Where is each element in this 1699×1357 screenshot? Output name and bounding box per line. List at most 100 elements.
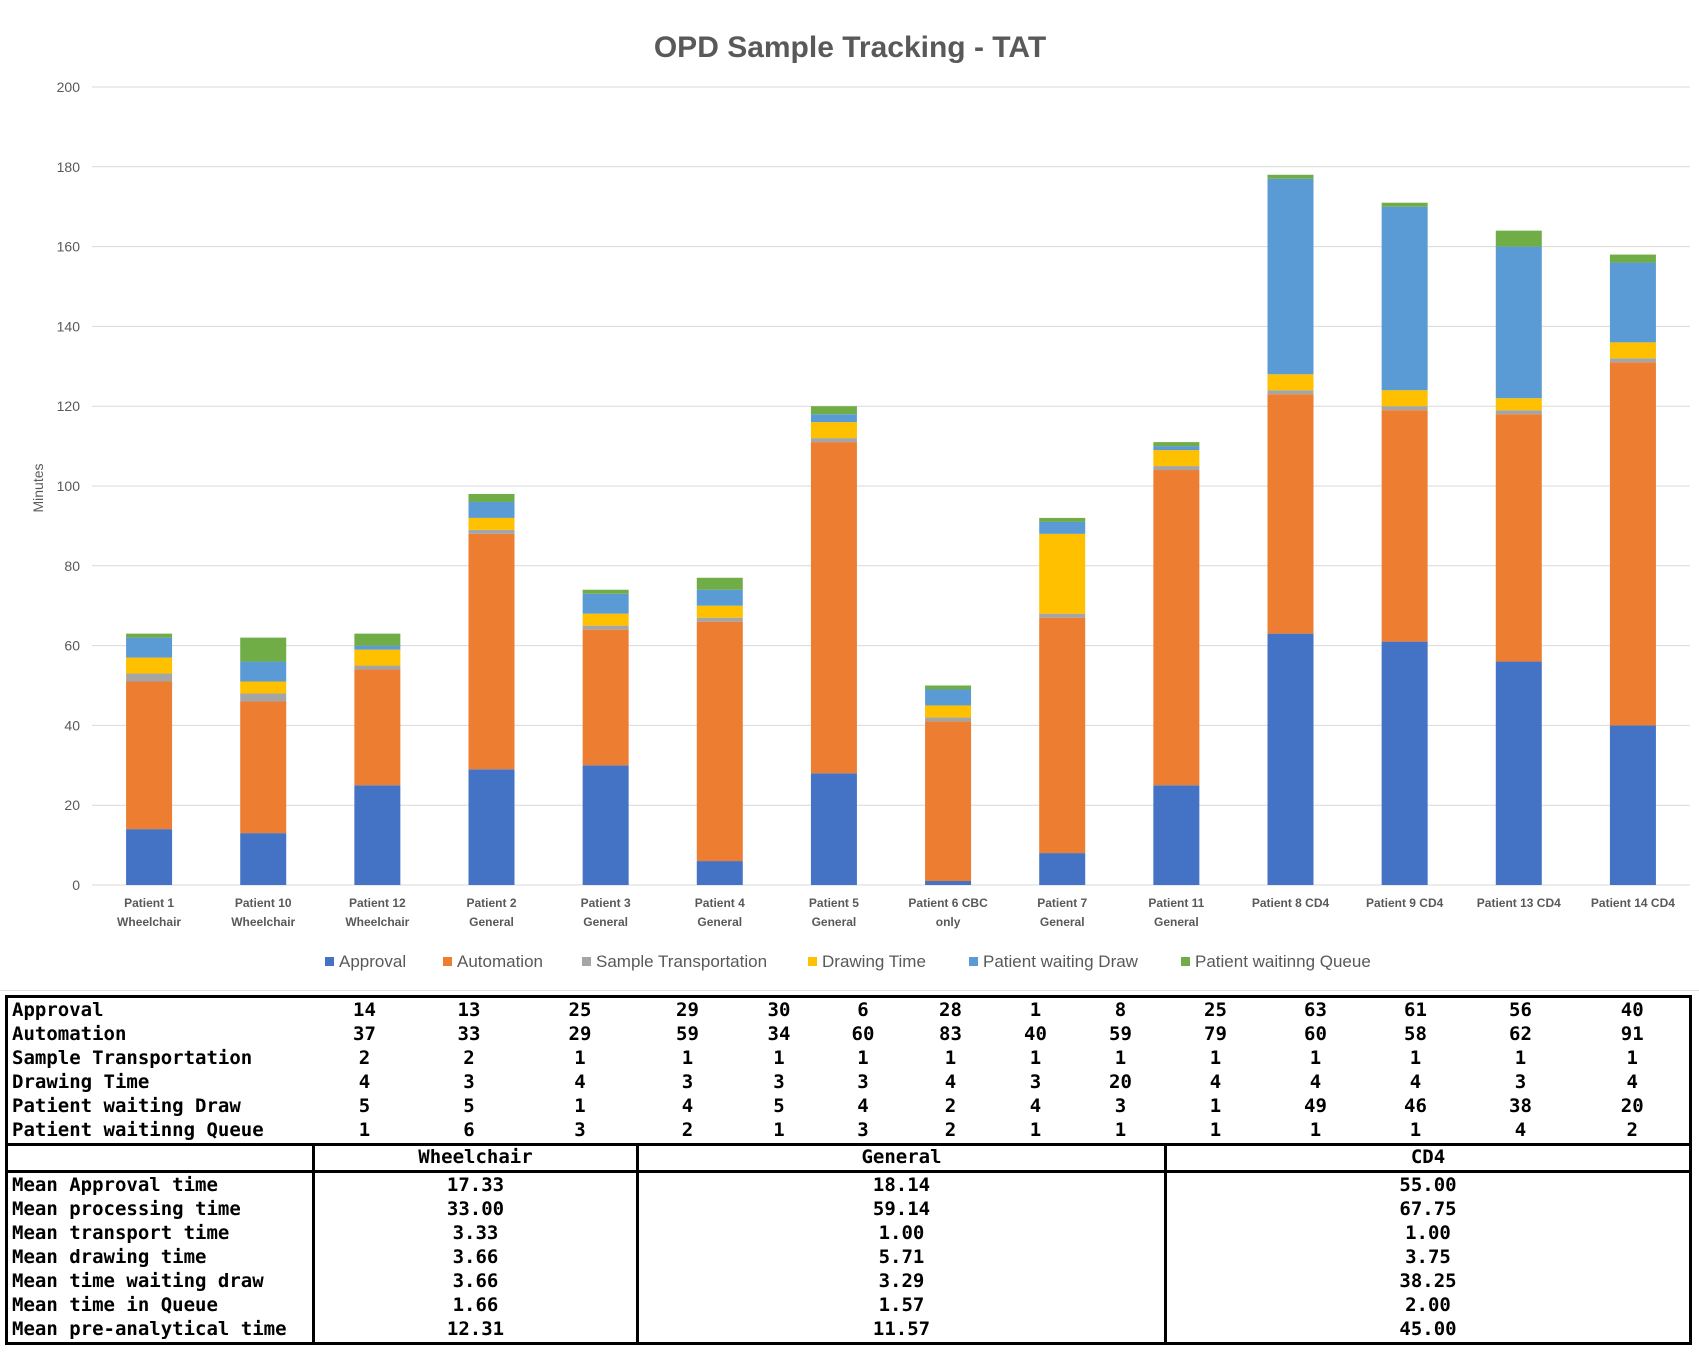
bar-segment — [582, 613, 629, 626]
group-header-empty — [6, 1142, 314, 1172]
table-row: Patient waitinng Queue 1 6 3 2 1 3 2 1 1 1 1 1 4 2 — [7, 1119, 1691, 1145]
bar-segment — [582, 629, 629, 766]
bar-segment — [1039, 517, 1086, 522]
table-row: Patient waiting Draw 5 5 1 4 5 4 2 4 3 1 49 46 38 20 — [7, 1095, 1691, 1119]
table-cell: 38 — [1509, 1095, 1532, 1118]
table-cell: 4 — [857, 1095, 869, 1118]
x-category-label: Patient 6 CBC — [908, 896, 988, 910]
x-category-label: Patient 3 — [581, 896, 631, 910]
gridlines — [92, 86, 1690, 886]
table-cell: 2 — [463, 1046, 475, 1069]
table-row: Automation 37 33 29 59 34 60 83 40 59 79 60 58 62 91 — [7, 1022, 1691, 1046]
group-header: CD4 — [1164, 1142, 1691, 1172]
table-cell: 4 — [1514, 1119, 1527, 1142]
table-cell: 2 — [358, 1046, 371, 1069]
legend-swatch — [443, 957, 452, 966]
group-header-row: Wheelchair General CD4 — [6, 1142, 1691, 1172]
y-tick-label: 20 — [64, 797, 80, 813]
x-category-label: Patient 2 — [466, 896, 516, 910]
bar-segment — [240, 661, 287, 682]
table-cell: 37 — [353, 1022, 376, 1045]
bar-segment — [1267, 174, 1314, 179]
y-tick-label: 100 — [57, 478, 81, 494]
x-category-label: Patient 4 — [695, 896, 745, 910]
table-cell: 60 — [1304, 1022, 1327, 1045]
bar-segment — [468, 517, 515, 530]
legend-item: Automation — [443, 952, 543, 971]
bars — [126, 174, 1656, 885]
table-cell: 62 — [1509, 1022, 1532, 1045]
bar-segment — [1609, 362, 1656, 726]
x-category-label: only — [936, 915, 961, 929]
x-category-label: General — [1040, 915, 1085, 929]
bar-segment — [810, 773, 857, 885]
bar-segment — [696, 621, 743, 862]
bar-segment — [354, 633, 401, 646]
summary-label: Mean pre-analytical time — [12, 1318, 287, 1341]
bar-segment — [1153, 442, 1200, 447]
table-cell: 30 — [767, 998, 791, 1021]
y-tick-label: 120 — [57, 398, 81, 414]
table-cell: 8 — [1114, 998, 1127, 1021]
table-cell: 60 — [851, 1022, 875, 1045]
x-category-label: Wheelchair — [231, 915, 295, 929]
bar-segment — [354, 665, 401, 670]
table-cell: 1 — [773, 1046, 785, 1069]
table-row: Approval 14 13 25 29 30 6 28 1 8 25 63 61 56 40 — [7, 997, 1691, 1023]
bar-segment — [1267, 374, 1314, 391]
bar-segment — [240, 833, 287, 885]
table-cell: 4 — [1309, 1070, 1322, 1093]
table-cell: 1 — [1209, 1095, 1222, 1118]
table-cell: 1 — [1029, 1119, 1042, 1142]
x-category-label: Wheelchair — [345, 915, 409, 929]
bar-segment — [468, 501, 515, 518]
summary-cell: 17.33 — [312, 1170, 638, 1198]
bar-segment — [1609, 254, 1656, 263]
table-cell: 6 — [857, 998, 869, 1021]
table-cell: 3 — [463, 1070, 475, 1093]
bar-segment — [1267, 178, 1314, 375]
table-cell: 1 — [1626, 1046, 1638, 1069]
x-category-label: General — [697, 915, 742, 929]
summary-cell: 2.00 — [1164, 1293, 1691, 1318]
bar-segment — [810, 442, 857, 774]
table-cell: 14 — [353, 998, 376, 1021]
bar-segment — [354, 645, 401, 650]
bar-segment — [1039, 613, 1086, 618]
bar-segment — [1381, 410, 1428, 642]
table-cell: 1 — [1409, 1119, 1422, 1142]
legend: Approval Automation Sample Transportation D… — [325, 952, 1371, 971]
bar-segment — [1495, 414, 1542, 662]
summary-cell: 59.14 — [636, 1197, 1166, 1222]
summary-row: Mean processing time 33.00 59.14 67.75 — [7, 1197, 1691, 1222]
y-tick-label: 60 — [64, 638, 80, 654]
y-tick-label: 0 — [72, 877, 80, 893]
table-cell: 46 — [1404, 1095, 1427, 1118]
bar-segment — [925, 717, 972, 722]
bar-segment — [1039, 853, 1086, 885]
bar-segment — [1153, 470, 1200, 786]
bar-segment — [1381, 206, 1428, 391]
legend-swatch — [808, 957, 817, 966]
summary-cell: 38.25 — [1164, 1269, 1691, 1294]
x-category-label: General — [812, 915, 857, 929]
bar-segment — [1495, 398, 1542, 411]
bar-segment — [925, 689, 972, 706]
table-cell: 56 — [1509, 998, 1532, 1021]
bar-segment — [925, 721, 972, 882]
summary-cell: 67.75 — [1164, 1197, 1691, 1222]
table-cell: 2 — [1626, 1119, 1638, 1142]
summary-label: Mean time in Queue — [12, 1294, 218, 1317]
summary-cell: 3.66 — [312, 1245, 638, 1270]
bar-segment — [1039, 617, 1086, 854]
table-cell: 4 — [1626, 1070, 1638, 1093]
table-cell: 33 — [457, 1022, 481, 1045]
bar-segment — [582, 589, 629, 594]
y-tick-label: 40 — [64, 717, 80, 733]
table-cell: 4 — [681, 1095, 694, 1118]
bar-segment — [468, 493, 515, 502]
legend-label: Drawing Time — [822, 952, 926, 971]
bar-segment — [1381, 202, 1428, 207]
chart-title: OPD Sample Tracking - TAT — [654, 31, 1046, 64]
table-cell: 79 — [1204, 1022, 1227, 1045]
